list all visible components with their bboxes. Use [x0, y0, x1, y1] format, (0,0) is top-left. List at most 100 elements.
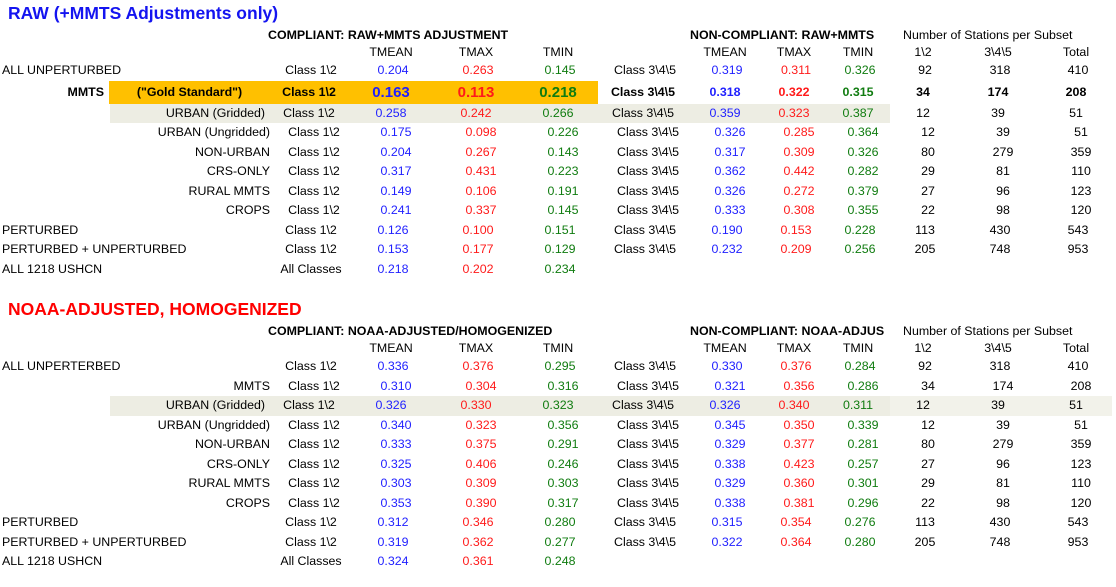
tmin-value: 0.234: [544, 261, 576, 276]
count-total: 51: [1040, 396, 1112, 416]
class-cell: [600, 260, 690, 280]
col-total: Total: [1062, 341, 1090, 355]
class-cell: Class 3\4\5: [617, 437, 679, 451]
noaa-column-headers: TMEAN TMAX TMIN TMEAN TMAX TMIN 1\2 3\4\…: [0, 340, 1116, 357]
tmax-value: 0.375: [465, 437, 497, 451]
col-tmean: TMEAN: [703, 341, 747, 355]
col-tmin: TMIN: [842, 45, 874, 59]
count-class12: 113: [915, 515, 935, 529]
row-label: URBAN (Ungridded): [157, 125, 270, 139]
row-label-text: URBAN (Gridded): [110, 396, 270, 416]
tmax-value: 0.272: [783, 183, 815, 198]
tmean-value: 0.362: [714, 164, 746, 178]
table-row: RURAL MMTS Class 1\2 0.149 0.106 0.191 Class …: [0, 182, 1116, 202]
table-row: CRS-ONLY Class 1\2 0.325 0.406 0.246 Class 3\…: [0, 455, 1116, 475]
raw-section: RAW (+MMTS Adjustments only) COMPLIANT: …: [0, 0, 1116, 279]
class-cell: Class 3\4\5: [617, 417, 679, 432]
count-total: 543: [1067, 515, 1089, 529]
count-class12: [892, 552, 958, 572]
raw-column-headers: TMEAN TMAX TMIN TMEAN TMAX TMIN 1\2 3\4\…: [0, 44, 1116, 61]
table-row: RURAL MMTS Class 1\2 0.303 0.309 0.303 Class …: [0, 474, 1116, 494]
tmean-value: 0.232: [711, 242, 743, 256]
tmean-value: 0.319: [377, 534, 409, 549]
noaa-header-band: COMPLIANT: NOAA-ADJUSTED/HOMOGENIZED NON…: [0, 323, 1116, 340]
class-cell: Class 3\4\5: [617, 378, 679, 393]
raw-header-band: COMPLIANT: RAW+MMTS ADJUSTMENT NON-COMPL…: [0, 27, 1116, 44]
tmin-value: 0.276: [844, 515, 876, 529]
tmean-value: 0.204: [377, 63, 409, 77]
tmean-value: 0.338: [714, 495, 746, 510]
count-total: 123: [1070, 456, 1092, 471]
count-class345: 430: [989, 515, 1011, 529]
tmin-value: 0.286: [847, 378, 879, 393]
row-label: CROPS: [225, 495, 270, 510]
table-row: CRS-ONLY Class 1\2 0.317 0.431 0.223 Class 3\…: [0, 162, 1116, 182]
tmean-value: 0.321: [714, 378, 746, 393]
tmin-value: 0.277: [544, 534, 576, 549]
class-cell: Class 1\2: [288, 417, 340, 432]
count-class12: 205: [914, 534, 936, 549]
tmax-value: 0.263: [462, 63, 494, 77]
class-cell: Class 1\2: [270, 103, 348, 123]
col-tmin: TMIN: [542, 45, 574, 59]
tmean-value: 0.126: [377, 222, 409, 237]
class-cell: Class 3\4\5: [614, 222, 676, 237]
class-cell: Class 3\4\5: [614, 242, 676, 256]
tmin-value: 0.280: [844, 534, 876, 549]
tmax-value: 0.350: [783, 417, 815, 432]
row-label: RURAL MMTS: [188, 476, 270, 490]
tmax-value: 0.381: [783, 495, 815, 510]
tmean-value: 0.258: [348, 103, 434, 123]
count-total: 110: [1071, 164, 1091, 178]
tmin-value: 0.291: [547, 437, 579, 451]
tmean-value: 0.310: [380, 378, 412, 393]
tmean-value: 0.336: [377, 359, 409, 373]
tmin-value: 0.257: [847, 456, 879, 471]
col-tmax: TMAX: [776, 45, 812, 59]
row-label: ALL 1218 USHCN: [2, 554, 103, 568]
count-class345: 81: [996, 164, 1010, 178]
tmin-value: 0.151: [544, 222, 576, 237]
class-cell: Class 1\2: [288, 164, 340, 178]
row-label: NON-URBAN: [194, 437, 270, 451]
tmin-value: 0.326: [847, 144, 879, 159]
noaa-section: NOAA-ADJUSTED, HOMOGENIZED COMPLIANT: NO…: [0, 296, 1116, 572]
tmax-value: 0.364: [780, 534, 812, 549]
count-class345: 318: [989, 359, 1011, 373]
count-total: 953: [1067, 534, 1089, 549]
count-class345: 96: [996, 183, 1010, 198]
tmax-value: [764, 260, 828, 280]
tmean-value: 0.241: [380, 203, 412, 217]
count-class345: 98: [996, 203, 1010, 217]
count-total: 359: [1070, 144, 1092, 159]
col-tmean: TMEAN: [369, 341, 413, 355]
tmin-value: 0.317: [547, 495, 579, 510]
table-row: ALL 1218 USHCN All Classes 0.324 0.361 0.248: [0, 552, 1116, 572]
raw-section-title: RAW (+MMTS Adjustments only): [8, 3, 279, 23]
tmax-value: 0.311: [780, 63, 812, 77]
count-class12: 92: [918, 63, 932, 77]
tmax-value: 0.431: [465, 164, 497, 178]
tmax-value: 0.362: [462, 534, 494, 549]
count-class12: 12: [921, 125, 935, 139]
table-row: NON-URBAN Class 1\2 0.204 0.267 0.143 Class 3…: [0, 143, 1116, 163]
count-class345: [958, 552, 1042, 572]
tmean-value: 0.326: [714, 125, 746, 139]
table-row: NON-URBAN Class 1\2 0.333 0.375 0.291 Class 3…: [0, 435, 1116, 455]
tmean-value: 0.330: [711, 359, 743, 373]
tmin-value: 0.301: [847, 476, 879, 490]
tmean-value: [690, 552, 764, 572]
tmin-value: 0.282: [847, 164, 879, 178]
class-cell: Class 3\4\5: [617, 125, 679, 139]
row-label: PERTURBED: [2, 222, 79, 237]
class-cell: Class 1\2: [288, 203, 340, 217]
tmax-value: 0.308: [783, 203, 815, 217]
row-label: PERTURBED + UNPERTURBED: [2, 242, 187, 256]
tmin-value: 0.379: [847, 183, 879, 198]
class-cell: [600, 552, 690, 572]
compliant-header: COMPLIANT: NOAA-ADJUSTED/HOMOGENIZED: [268, 324, 553, 338]
noaa-table-body: ALL UNPERTERBED Class 1\2 0.336 0.376 0.295 C…: [0, 357, 1116, 572]
class-cell: Class 3\4\5: [617, 476, 679, 490]
tmax-value: 0.285: [783, 125, 815, 139]
tmin-value: 0.339: [847, 417, 879, 432]
